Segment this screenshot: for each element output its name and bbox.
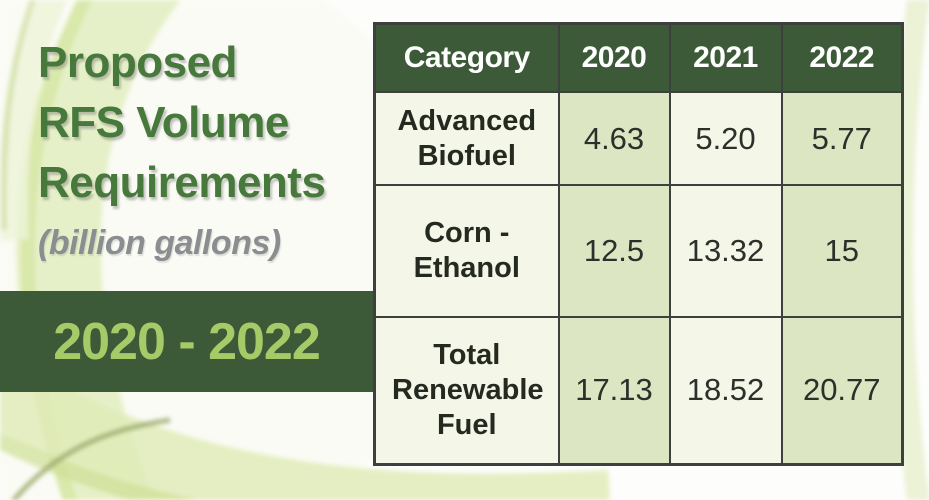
value-cell-2020: 17.13 xyxy=(557,316,671,465)
column-header-category: Category xyxy=(373,22,560,93)
value-cell-2022: 5.77 xyxy=(780,91,904,186)
value-cell-2020: 4.63 xyxy=(557,91,671,186)
year-range-banner: 2020 - 2022 xyxy=(0,291,373,392)
table-header-row: Category 2020 2021 2022 xyxy=(373,22,904,93)
title-line-1: Proposed xyxy=(38,38,237,87)
column-header-2020: 2020 xyxy=(557,22,671,93)
column-header-2021: 2021 xyxy=(668,22,783,93)
value-cell-2021: 5.20 xyxy=(668,91,783,186)
value-cell-2022: 15 xyxy=(780,184,904,318)
table-row-advanced-biofuel: Advanced Biofuel 4.63 5.20 5.77 xyxy=(373,91,904,186)
value-cell-2021: 18.52 xyxy=(668,316,783,465)
rfs-volume-table: Category 2020 2021 2022 Advanced Biofuel… xyxy=(373,22,904,466)
category-cell: Corn - Ethanol xyxy=(373,184,560,318)
value-cell-2021: 13.32 xyxy=(668,184,783,318)
year-range-label: 2020 - 2022 xyxy=(53,312,321,371)
units-subtitle: (billion gallons) xyxy=(38,224,281,262)
page-title: Proposed RFS Volume Requirements xyxy=(38,33,326,213)
category-cell: Total Renewable Fuel xyxy=(373,316,560,465)
category-cell: Advanced Biofuel xyxy=(373,91,560,186)
table-row-corn-ethanol: Corn - Ethanol 12.5 13.32 15 xyxy=(373,184,904,318)
value-cell-2022: 20.77 xyxy=(780,316,904,465)
title-line-3: Requirements xyxy=(38,158,326,207)
title-line-2: RFS Volume xyxy=(38,98,289,147)
value-cell-2020: 12.5 xyxy=(557,184,671,318)
column-header-2022: 2022 xyxy=(780,22,904,93)
table-row-total-renewable-fuel: Total Renewable Fuel 17.13 18.52 20.77 xyxy=(373,316,904,465)
